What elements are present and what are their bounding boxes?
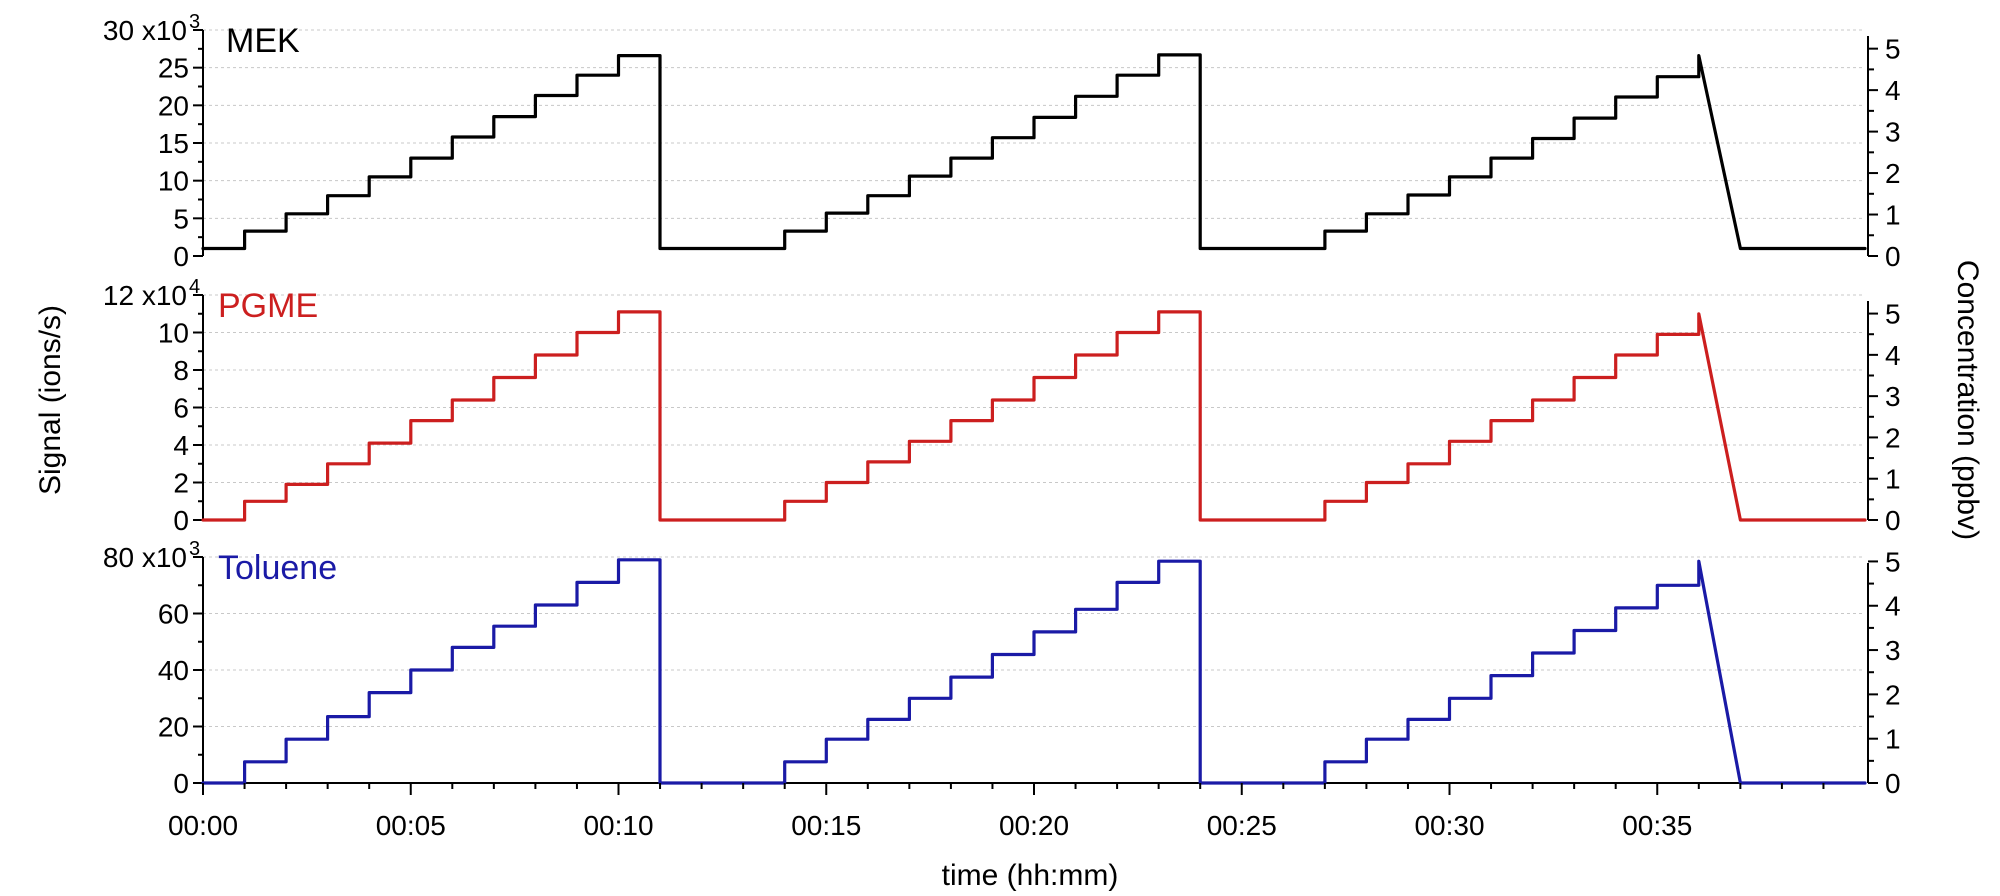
y-tick-label: 25 bbox=[158, 53, 189, 84]
y2-tick-label: 3 bbox=[1885, 381, 1901, 412]
y-exponent-label: 3 bbox=[189, 11, 200, 33]
y2-tick-label: 0 bbox=[1885, 505, 1901, 536]
series-line-toluene bbox=[201, 558, 1867, 785]
y-tick-label: 20 bbox=[158, 90, 189, 121]
y2-tick-label: 2 bbox=[1885, 422, 1901, 453]
y-tick-label: 0 bbox=[173, 505, 189, 536]
panel-title: PGME bbox=[218, 287, 318, 325]
y2-tick-label: 4 bbox=[1885, 591, 1901, 622]
y-tick-label: 40 bbox=[158, 655, 189, 686]
x-tick-label: 00:25 bbox=[1207, 810, 1277, 841]
y-tick-label: 6 bbox=[173, 393, 189, 424]
y2-tick-label: 5 bbox=[1885, 299, 1901, 330]
y-tick-label: 2 bbox=[173, 468, 189, 499]
y-tick-label: 80 x10 bbox=[103, 542, 187, 573]
y-exponent-label: 4 bbox=[189, 276, 200, 298]
y2-tick-label: 1 bbox=[1885, 200, 1901, 231]
y2-tick-label: 3 bbox=[1885, 635, 1901, 666]
y2-tick-label: 4 bbox=[1885, 75, 1901, 106]
y-tick-label: 8 bbox=[173, 355, 189, 386]
x-tick-label: 00:10 bbox=[583, 810, 653, 841]
x-tick-label: 00:35 bbox=[1622, 810, 1692, 841]
y-tick-label: 0 bbox=[173, 241, 189, 272]
y-tick-label: 30 x10 bbox=[103, 15, 187, 46]
x-tick-label: 00:15 bbox=[791, 810, 861, 841]
y2-tick-label: 3 bbox=[1885, 117, 1901, 148]
y-exponent-label: 3 bbox=[189, 538, 200, 560]
y2-tick-label: 5 bbox=[1885, 34, 1901, 65]
y2-tick-label: 4 bbox=[1885, 340, 1901, 371]
y2-tick-label: 2 bbox=[1885, 679, 1901, 710]
x-tick-label: 00:30 bbox=[1414, 810, 1484, 841]
y-axis-title: Signal (ions/s) bbox=[34, 305, 67, 495]
y2-tick-label: 0 bbox=[1885, 241, 1901, 272]
y2-tick-label: 2 bbox=[1885, 158, 1901, 189]
x-tick-label: 00:05 bbox=[376, 810, 446, 841]
y-tick-label: 5 bbox=[173, 203, 189, 234]
y2-tick-label: 0 bbox=[1885, 768, 1901, 799]
x-tick-label: 00:20 bbox=[999, 810, 1069, 841]
x-axis-title: time (hh:mm) bbox=[942, 859, 1119, 891]
series-line-pgme bbox=[201, 310, 1867, 522]
y2-tick-label: 1 bbox=[1885, 464, 1901, 495]
y-tick-label: 0 bbox=[173, 768, 189, 799]
y2-axis-title: Concentration (ppbv) bbox=[1951, 260, 1984, 540]
panel-title: Toluene bbox=[218, 549, 337, 587]
y-tick-label: 12 x10 bbox=[103, 280, 187, 311]
series-line-mek bbox=[201, 53, 1867, 251]
y-tick-label: 15 bbox=[158, 128, 189, 159]
y-tick-label: 20 bbox=[158, 712, 189, 743]
y-tick-label: 60 bbox=[158, 599, 189, 630]
y-tick-label: 10 bbox=[158, 166, 189, 197]
y-tick-label: 4 bbox=[173, 430, 189, 461]
panel-title: MEK bbox=[226, 22, 300, 60]
x-tick-label: 00:00 bbox=[168, 810, 238, 841]
y2-tick-label: 1 bbox=[1885, 724, 1901, 755]
y2-tick-label: 5 bbox=[1885, 546, 1901, 577]
y-tick-label: 10 bbox=[158, 318, 189, 349]
